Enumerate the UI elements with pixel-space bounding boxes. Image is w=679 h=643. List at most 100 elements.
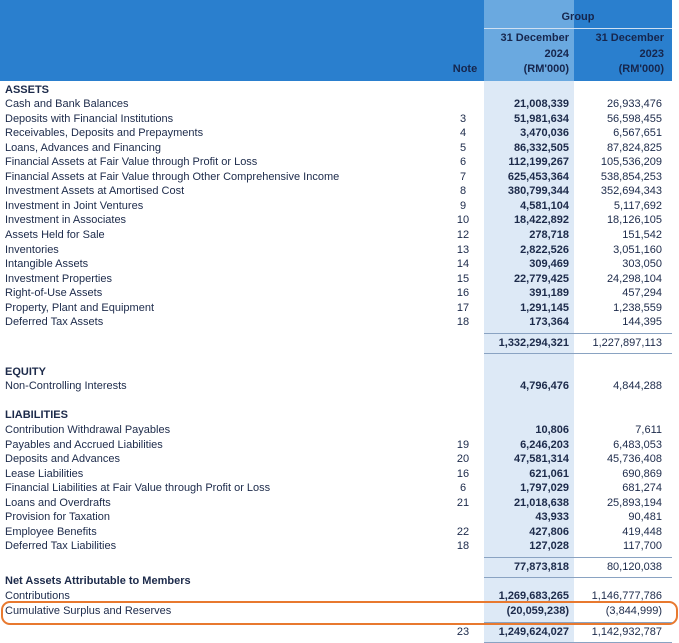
value-2024: 1,291,145 xyxy=(520,301,569,314)
row-label: Financial Liabilities at Fair Value thro… xyxy=(5,482,271,495)
row-label: Deferred Tax Assets xyxy=(5,316,104,329)
note: 21 xyxy=(456,496,470,509)
value-2024: 112,199,267 xyxy=(508,156,569,169)
col-header: (RM'000) xyxy=(523,63,569,75)
row-label: Investment in Joint Ventures xyxy=(5,199,144,212)
value-2023: 56,598,455 xyxy=(606,112,662,125)
value-2023: 24,298,104 xyxy=(606,272,662,285)
row-label: Financial Assets at Fair Value through O… xyxy=(5,170,340,183)
note: 17 xyxy=(456,301,470,314)
highlight-box xyxy=(1,601,678,625)
value-2024: 1,797,029 xyxy=(520,482,569,495)
note: 12 xyxy=(456,228,470,241)
header-highlight xyxy=(484,0,574,81)
row-label: Investment in Associates xyxy=(5,214,127,227)
value-2024: 3,470,036 xyxy=(520,127,569,140)
value-2024: 380,799,344 xyxy=(507,185,569,198)
value-2024: 21,008,339 xyxy=(513,98,569,110)
value-2024: 309,469 xyxy=(529,258,569,271)
note: 9 xyxy=(459,199,467,212)
row-label: Property, Plant and Equipment xyxy=(5,301,154,314)
col-header: 31 December xyxy=(500,32,570,44)
note: 18 xyxy=(456,540,470,553)
value-2024: 621,061 xyxy=(529,467,569,480)
value-2023: 352,694,343 xyxy=(600,185,662,198)
value-2024: 18,422,892 xyxy=(513,214,569,227)
note: 13 xyxy=(456,243,470,256)
section-title: Net Assets Attributable to Members xyxy=(5,575,191,587)
value-2023: 25,893,194 xyxy=(606,496,662,509)
row-label: Receivables, Deposits and Prepayments xyxy=(5,127,204,140)
value-2024: 173,364 xyxy=(529,316,569,329)
value-2024: 6,246,203 xyxy=(520,438,569,451)
value-2024: 391,189 xyxy=(529,287,569,300)
value-2024: 127,028 xyxy=(529,540,569,553)
value-2023: 303,050 xyxy=(622,258,662,271)
total-rule xyxy=(484,333,672,334)
value-2024: 51,981,634 xyxy=(513,112,569,125)
note: 23 xyxy=(456,626,470,638)
value-2023: 6,483,053 xyxy=(613,438,662,451)
value-2023: (3,844,999) xyxy=(605,604,662,617)
row-label: Deposits with Financial Institutions xyxy=(5,112,174,125)
row-label: Deferred Tax Liabilities xyxy=(5,540,117,553)
value-2023: 1,146,777,786 xyxy=(591,590,662,602)
value-2023: 26,933,476 xyxy=(606,98,662,110)
row-label: Contribution Withdrawal Payables xyxy=(5,424,171,436)
value-2023: 5,117,692 xyxy=(613,199,662,212)
value-2024: 4,796,476 xyxy=(520,380,569,392)
note: 7 xyxy=(459,170,467,183)
column-highlight xyxy=(484,81,574,643)
value-2023: 7,611 xyxy=(635,424,662,436)
section-title: EQUITY xyxy=(5,366,46,378)
row-label: Non-Controlling Interests xyxy=(5,380,127,392)
value-2023: 690,869 xyxy=(622,467,662,480)
col-header: 31 December xyxy=(595,32,665,44)
note: 14 xyxy=(456,258,470,271)
value-2023: 4,844,288 xyxy=(613,380,662,392)
value-2023: 144,395 xyxy=(622,316,662,329)
value-2024: 21,018,638 xyxy=(513,496,569,509)
note: 15 xyxy=(456,272,470,285)
value-2023: 105,536,209 xyxy=(600,156,662,169)
row-label: Payables and Accrued Liabilities xyxy=(5,438,163,451)
note: 6 xyxy=(459,156,467,169)
row-label: Lease Liabilities xyxy=(5,467,84,480)
total-rule xyxy=(484,557,672,558)
value-2023: 419,448 xyxy=(622,525,662,538)
value-2023: 87,824,825 xyxy=(606,141,662,154)
row-label: Inventories xyxy=(5,243,59,256)
col-header: (RM'000) xyxy=(618,63,664,75)
value-2024: 1,269,683,265 xyxy=(498,590,569,602)
value-2023: 6,567,651 xyxy=(613,127,662,140)
row-label: Deposits and Advances xyxy=(5,453,120,466)
value-2024: 1,249,624,027 xyxy=(498,626,569,638)
note-header: Note xyxy=(452,63,478,75)
row-label: Investment Assets at Amortised Cost xyxy=(5,185,185,198)
note: 18 xyxy=(456,316,470,329)
header-rule xyxy=(484,28,672,29)
row-label: Employee Benefits xyxy=(5,525,97,538)
value-2023: 151,542 xyxy=(622,228,662,241)
row-label: Loans, Advances and Financing xyxy=(5,141,161,154)
value-2023: 18,126,105 xyxy=(606,214,662,227)
value-2023: 80,120,038 xyxy=(606,561,662,573)
value-2023: 45,736,408 xyxy=(606,453,662,466)
note: 22 xyxy=(456,525,470,538)
value-2024: 43,933 xyxy=(535,511,569,524)
group-header: Group xyxy=(561,11,595,23)
section-title: LIABILITIES xyxy=(5,409,68,421)
note: 6 xyxy=(459,482,467,495)
value-2024: 47,581,314 xyxy=(513,453,569,466)
total-rule xyxy=(484,353,672,354)
note: 8 xyxy=(459,185,467,198)
value-2024: 86,332,505 xyxy=(513,141,569,154)
row-label: Assets Held for Sale xyxy=(5,228,105,241)
value-2024: 77,873,818 xyxy=(513,561,569,573)
value-2023: 90,481 xyxy=(628,511,662,524)
note: 10 xyxy=(456,214,470,227)
note: 20 xyxy=(456,453,470,466)
value-2024: 625,453,364 xyxy=(507,170,569,183)
note: 16 xyxy=(456,287,470,300)
